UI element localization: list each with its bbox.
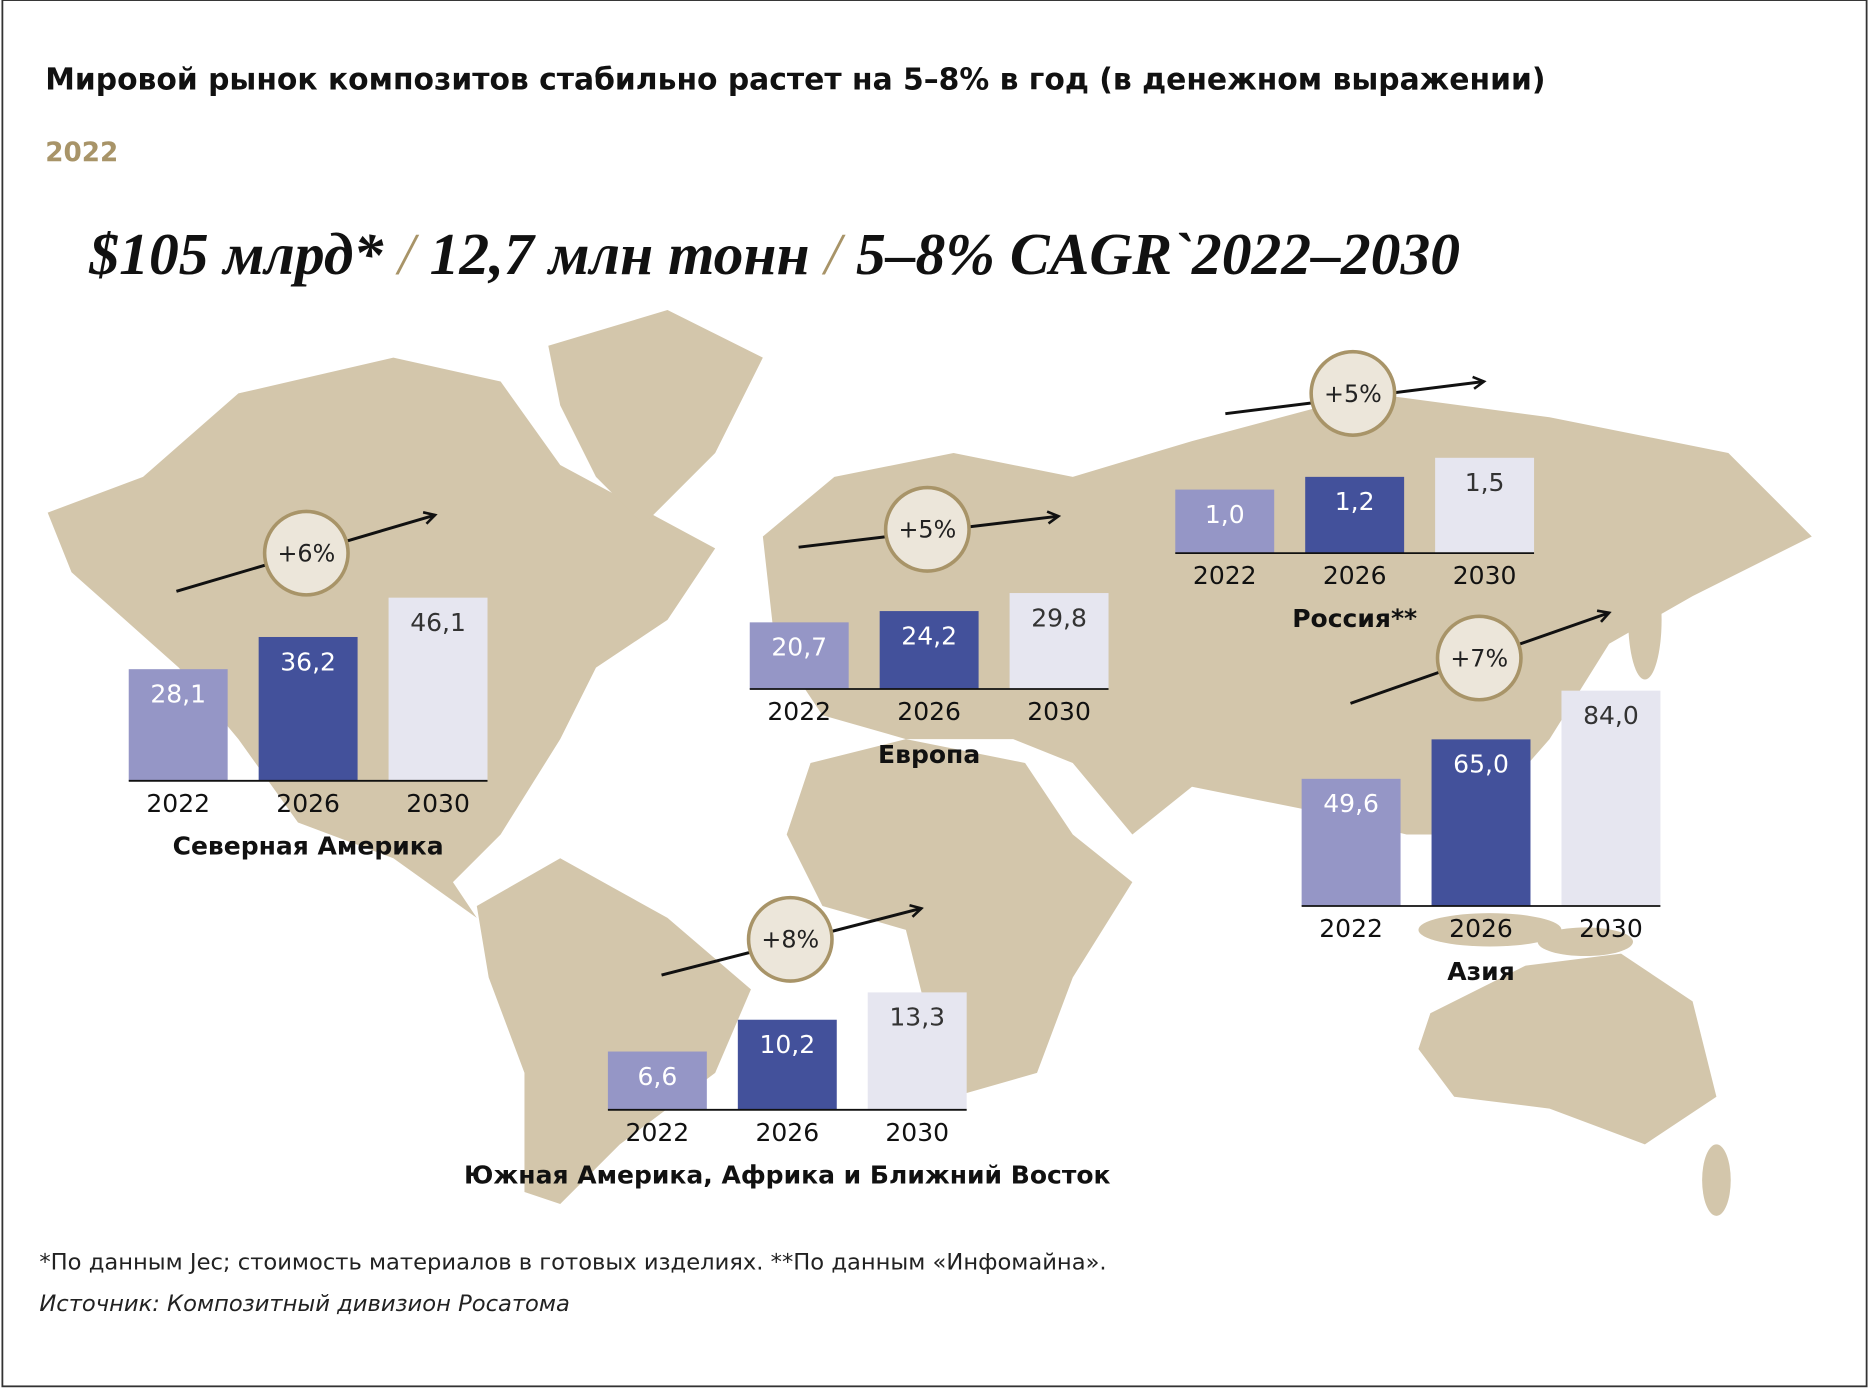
bar: [1175, 489, 1275, 554]
value-label: 84,0: [1583, 701, 1639, 730]
value-label: 65,0: [1453, 750, 1509, 779]
bar: [388, 597, 488, 781]
bar: [867, 992, 967, 1110]
headline-item: $105 млрд*: [88, 221, 384, 287]
value-label: 29,8: [1031, 603, 1087, 632]
world-map: [47, 309, 1812, 1216]
region-label: Северная Америка: [173, 832, 444, 861]
growth-circle: [746, 895, 834, 983]
footnote: *По данным Jec; стоимость материалов в г…: [39, 1250, 1106, 1276]
x-tick-label: 2026: [1323, 561, 1387, 590]
region-label: Южная Америка, Африка и Ближний Восток: [464, 1161, 1111, 1190]
separator: /: [821, 221, 846, 287]
bar: [1305, 476, 1405, 554]
bar: [1009, 593, 1109, 690]
x-tick-label: 2030: [885, 1118, 949, 1147]
region-label: Россия**: [1292, 604, 1417, 633]
bar: [258, 636, 358, 781]
x-tick-label: 2030: [406, 789, 470, 818]
value-label: 24,2: [901, 621, 957, 650]
bar: [607, 1051, 707, 1110]
bar: [879, 611, 979, 690]
value-label: 1,0: [1205, 500, 1245, 529]
x-tick-label: 2022: [146, 789, 210, 818]
x-tick-label: 2022: [626, 1118, 690, 1147]
x-tick-label: 2026: [755, 1118, 819, 1147]
x-tick-label: 2022: [767, 697, 831, 726]
value-label: 13,3: [889, 1003, 945, 1032]
value-label: 49,6: [1323, 789, 1379, 818]
value-label: 10,2: [759, 1030, 815, 1059]
bar: [128, 669, 228, 781]
bar: [1301, 778, 1401, 906]
bar: [749, 622, 849, 690]
value-label: 46,1: [410, 608, 466, 637]
bar: [1561, 690, 1661, 906]
headline-item: 12,7 млн тонн: [430, 221, 810, 287]
title: Мировой рынок композитов стабильно расте…: [45, 62, 1545, 97]
value-label: 1,2: [1335, 487, 1375, 516]
bar: [737, 1019, 837, 1110]
value-label: 36,2: [280, 647, 336, 676]
x-tick-label: 2030: [1027, 697, 1091, 726]
growth-circle: [262, 509, 350, 597]
value-label: 6,6: [637, 1062, 677, 1091]
x-tick-label: 2022: [1319, 914, 1383, 943]
value-label: 1,5: [1465, 468, 1505, 497]
growth-circle: [883, 485, 971, 573]
x-tick-label: 2030: [1453, 561, 1517, 590]
growth-label: +5%: [1324, 380, 1382, 408]
growth-circle: [1309, 349, 1397, 437]
growth-label: +8%: [761, 926, 819, 954]
growth-label: +6%: [277, 540, 335, 568]
bar: [1431, 739, 1531, 906]
source: Источник: Композитный дивизион Росатома: [39, 1291, 570, 1317]
subtitle: 2022: [45, 138, 118, 168]
separator: /: [395, 221, 420, 287]
bar: [1435, 457, 1535, 554]
value-label: 28,1: [150, 680, 206, 709]
region-label: Азия: [1447, 957, 1515, 986]
growth-circle: [1435, 614, 1523, 702]
growth-label: +7%: [1450, 644, 1508, 672]
x-tick-label: 2022: [1193, 561, 1257, 590]
growth-label: +5%: [898, 516, 956, 544]
value-label: 20,7: [771, 633, 827, 662]
headline: $105 млрд* / 12,7 млн тонн / 5–8% CAGR`2…: [88, 221, 1460, 287]
x-tick-label: 2030: [1579, 914, 1643, 943]
region-label: Европа: [878, 740, 980, 769]
headline-item: 5–8% CAGR`2022–2030: [856, 221, 1460, 287]
x-tick-label: 2026: [276, 789, 340, 818]
x-tick-label: 2026: [1449, 914, 1513, 943]
x-tick-label: 2026: [897, 697, 961, 726]
